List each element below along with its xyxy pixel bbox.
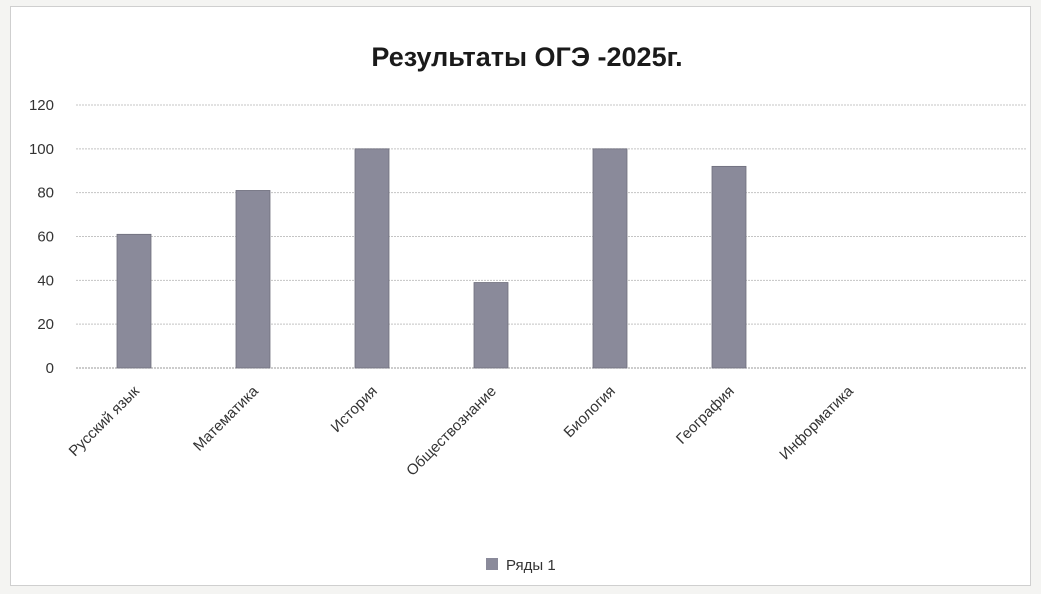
bar [116,233,152,369]
y-axis-ticks: 0 20 40 60 80 100 120 [29,97,54,377]
y-tick-label: 20 [37,316,54,333]
bar [235,190,271,369]
y-tick-label: 120 [29,97,54,114]
x-category-label: История [328,383,381,436]
y-tick-label: 100 [29,141,54,158]
x-category-label: Обществознание [403,383,500,480]
y-tick-label: 40 [37,272,54,289]
bar [592,148,628,369]
bar [473,282,509,369]
gridlines [76,104,1026,369]
x-category-label: Русский язык [66,383,144,461]
chart-title: Результаты ОГЭ -2025г. [371,42,682,72]
x-axis-categories: Русский язык Математика История Обществозна… [66,382,858,479]
x-category-label: Математика [190,382,262,454]
legend-swatch [486,558,498,570]
legend-label: Ряды 1 [506,557,556,574]
y-tick-label: 80 [37,185,54,202]
bar [711,165,747,369]
chart-frame [10,6,1031,586]
x-category-label: Информатика [776,382,857,463]
bars [116,148,747,369]
x-category-label: География [673,383,738,448]
x-category-label: Биология [561,383,619,441]
y-tick-label: 0 [46,360,54,377]
y-tick-label: 60 [37,229,54,246]
bar [354,148,390,369]
legend: Ряды 1 [486,557,556,574]
